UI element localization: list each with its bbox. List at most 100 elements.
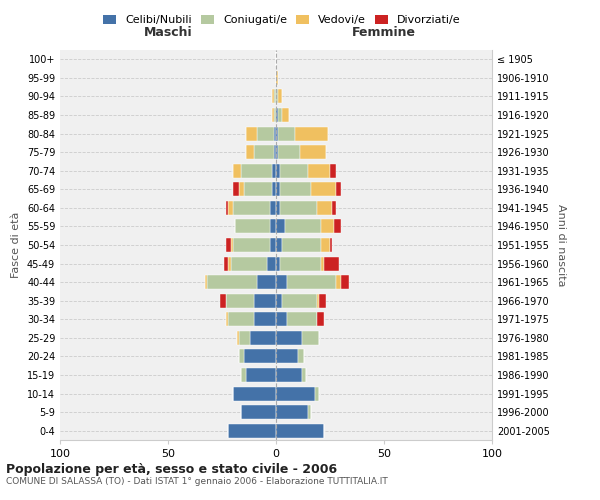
Bar (276, 238, 283, 252)
Bar (274, 90, 276, 104)
Bar (330, 238, 332, 252)
Bar (274, 108, 276, 122)
Bar (274, 145, 276, 159)
Bar (276, 201, 280, 215)
Bar (280, 201, 317, 215)
Bar (332, 201, 337, 215)
Bar (278, 108, 283, 122)
Bar (337, 182, 341, 196)
Bar (250, 331, 276, 345)
Bar (276, 386, 315, 400)
Bar (337, 275, 341, 289)
Y-axis label: Fasce di età: Fasce di età (11, 212, 21, 278)
Bar (229, 201, 233, 215)
Bar (276, 424, 323, 438)
Bar (272, 108, 274, 122)
Bar (283, 238, 322, 252)
Bar (272, 164, 276, 177)
Bar (244, 350, 276, 364)
Bar (246, 126, 257, 140)
Text: Femmine: Femmine (352, 26, 416, 39)
Bar (233, 201, 269, 215)
Bar (244, 182, 272, 196)
Bar (278, 126, 295, 140)
Bar (233, 238, 269, 252)
Y-axis label: Anni di nascita: Anni di nascita (556, 204, 566, 286)
Bar (276, 312, 287, 326)
Bar (233, 386, 276, 400)
Text: COMUNE DI SALASSA (TO) - Dati ISTAT 1° gennaio 2006 - Elaborazione TUTTITALIA.IT: COMUNE DI SALASSA (TO) - Dati ISTAT 1° g… (6, 478, 388, 486)
Bar (341, 275, 349, 289)
Bar (334, 220, 341, 234)
Bar (233, 182, 239, 196)
Bar (276, 405, 308, 419)
Bar (302, 331, 319, 345)
Bar (268, 256, 276, 270)
Bar (315, 386, 319, 400)
Bar (276, 90, 278, 104)
Bar (276, 108, 278, 122)
Legend: Celibi/Nubili, Coniugati/e, Vedovi/e, Divorziati/e: Celibi/Nubili, Coniugati/e, Vedovi/e, Di… (99, 10, 465, 30)
Bar (284, 220, 322, 234)
Bar (276, 368, 302, 382)
Bar (276, 331, 302, 345)
Bar (317, 312, 323, 326)
Bar (276, 182, 280, 196)
Bar (322, 238, 330, 252)
Bar (241, 164, 272, 177)
Bar (319, 294, 326, 308)
Bar (330, 164, 337, 177)
Bar (272, 90, 274, 104)
Bar (269, 201, 276, 215)
Bar (287, 312, 317, 326)
Bar (276, 164, 280, 177)
Bar (230, 256, 268, 270)
Bar (237, 331, 239, 345)
Bar (280, 164, 308, 177)
Bar (207, 275, 257, 289)
Bar (230, 238, 233, 252)
Bar (276, 145, 278, 159)
Bar (205, 275, 207, 289)
Bar (280, 256, 322, 270)
Bar (276, 71, 278, 85)
Bar (239, 331, 250, 345)
Bar (302, 368, 306, 382)
Bar (308, 405, 311, 419)
Bar (300, 145, 326, 159)
Text: Maschi: Maschi (143, 26, 193, 39)
Bar (278, 145, 300, 159)
Bar (317, 201, 332, 215)
Bar (246, 368, 276, 382)
Bar (317, 294, 319, 308)
Bar (239, 182, 244, 196)
Bar (229, 256, 230, 270)
Bar (254, 294, 276, 308)
Bar (283, 108, 289, 122)
Bar (229, 424, 276, 438)
Bar (272, 182, 276, 196)
Bar (235, 220, 269, 234)
Bar (311, 182, 337, 196)
Bar (257, 275, 276, 289)
Bar (233, 164, 241, 177)
Bar (323, 256, 338, 270)
Bar (220, 294, 226, 308)
Bar (224, 256, 229, 270)
Bar (276, 294, 283, 308)
Bar (322, 220, 334, 234)
Bar (229, 312, 254, 326)
Bar (269, 220, 276, 234)
Bar (269, 238, 276, 252)
Bar (241, 368, 246, 382)
Bar (298, 350, 304, 364)
Bar (276, 256, 280, 270)
Bar (226, 238, 230, 252)
Bar (276, 350, 298, 364)
Bar (322, 256, 323, 270)
Bar (283, 294, 317, 308)
Bar (226, 312, 229, 326)
Bar (274, 126, 276, 140)
Bar (226, 294, 254, 308)
Bar (226, 201, 229, 215)
